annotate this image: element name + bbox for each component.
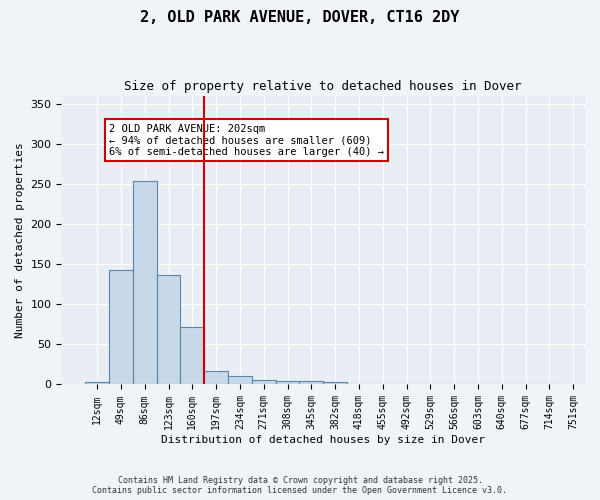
Bar [85, 382, 109, 384]
Bar [299, 382, 323, 384]
X-axis label: Distribution of detached houses by size in Dover: Distribution of detached houses by size … [161, 435, 485, 445]
Bar [252, 380, 275, 384]
Bar [228, 376, 252, 384]
Bar [204, 371, 228, 384]
Y-axis label: Number of detached properties: Number of detached properties [15, 142, 25, 338]
Text: 2 OLD PARK AVENUE: 202sqm
← 94% of detached houses are smaller (609)
6% of semi-: 2 OLD PARK AVENUE: 202sqm ← 94% of detac… [109, 124, 384, 157]
Text: Contains HM Land Registry data © Crown copyright and database right 2025.
Contai: Contains HM Land Registry data © Crown c… [92, 476, 508, 495]
Title: Size of property relative to detached houses in Dover: Size of property relative to detached ho… [124, 80, 522, 93]
Text: 2, OLD PARK AVENUE, DOVER, CT16 2DY: 2, OLD PARK AVENUE, DOVER, CT16 2DY [140, 10, 460, 25]
Bar [181, 328, 204, 384]
Bar [157, 276, 181, 384]
Bar [133, 180, 157, 384]
Bar [109, 270, 133, 384]
Bar [323, 382, 347, 384]
Bar [275, 382, 299, 384]
